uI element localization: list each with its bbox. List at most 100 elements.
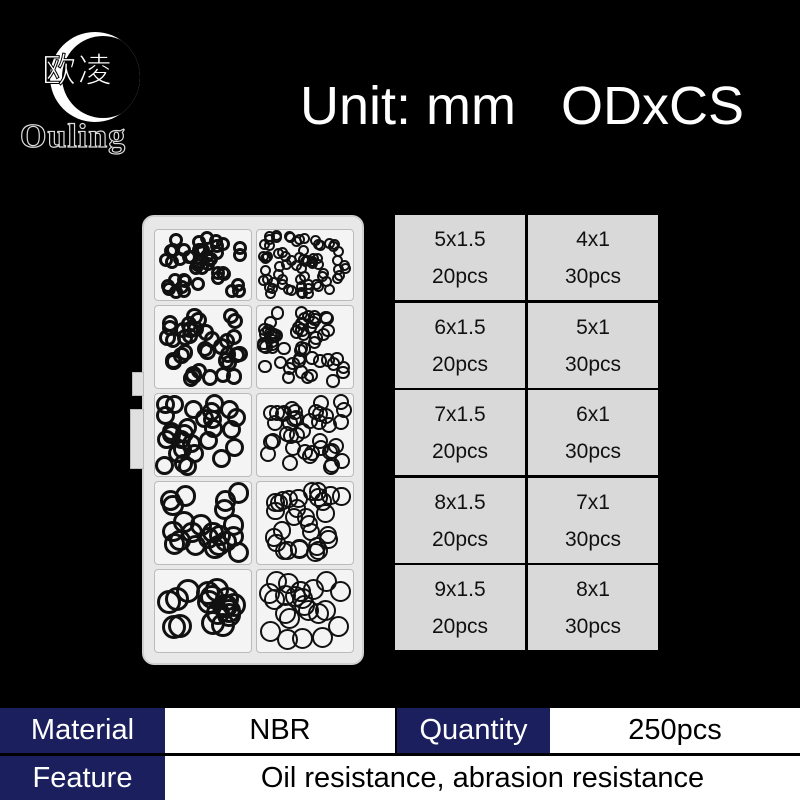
o-ring xyxy=(312,626,334,648)
compartment xyxy=(256,569,354,653)
o-ring xyxy=(320,276,332,288)
o-ring xyxy=(321,353,335,367)
o-ring xyxy=(224,437,244,457)
o-ring xyxy=(269,493,289,513)
o-ring xyxy=(316,504,335,523)
size-qty: 20pcs xyxy=(431,615,489,638)
o-ring xyxy=(204,252,219,267)
o-ring xyxy=(290,580,312,602)
o-ring xyxy=(330,580,352,602)
o-ring xyxy=(296,508,315,527)
size-value: 5x1.5 xyxy=(434,228,486,251)
o-ring xyxy=(289,427,306,444)
compartment xyxy=(154,305,252,389)
o-ring xyxy=(311,433,328,450)
o-ring xyxy=(165,352,182,369)
o-ring xyxy=(262,404,279,421)
o-ring xyxy=(190,514,212,536)
compartment xyxy=(256,393,354,477)
quantity-label: Quantity xyxy=(397,708,550,753)
o-ring xyxy=(162,615,187,640)
size-qty: 30pcs xyxy=(564,352,622,376)
o-ring xyxy=(333,263,344,275)
o-ring xyxy=(199,584,224,609)
logo-emblem xyxy=(50,32,140,122)
compartment xyxy=(256,229,354,301)
o-ring xyxy=(219,346,237,363)
o-ring xyxy=(162,494,184,517)
size-qty: 30pcs xyxy=(564,440,622,463)
o-ring xyxy=(326,374,340,388)
size-value: 7x1.5 xyxy=(434,403,486,426)
o-ring xyxy=(314,239,326,251)
size-value: 8x1.5 xyxy=(434,490,486,514)
o-ring xyxy=(258,359,272,374)
o-ring xyxy=(316,327,331,342)
o-ring xyxy=(292,354,306,368)
o-ring xyxy=(301,447,318,464)
o-ring xyxy=(158,253,173,268)
o-ring xyxy=(289,489,308,508)
o-ring xyxy=(307,603,329,625)
o-ring xyxy=(320,311,334,326)
size-cell: 5x1 30pcs xyxy=(528,302,658,388)
o-ring xyxy=(259,252,271,264)
o-ring xyxy=(328,616,350,638)
o-ring xyxy=(221,420,241,440)
o-ring xyxy=(161,281,176,296)
o-ring xyxy=(190,311,207,329)
o-ring xyxy=(155,455,175,475)
size-value: 9x1.5 xyxy=(434,578,486,601)
feature-label: Feature xyxy=(0,756,165,800)
o-ring xyxy=(282,283,294,295)
size-qty: 30pcs xyxy=(564,615,622,638)
o-ring xyxy=(321,486,340,505)
o-ring xyxy=(272,247,284,259)
o-ring xyxy=(324,456,341,473)
o-ring xyxy=(231,278,245,293)
o-ring xyxy=(174,321,192,339)
o-ring xyxy=(273,355,288,370)
o-ring xyxy=(285,231,297,243)
compartment xyxy=(154,569,252,653)
quantity-value: 250pcs xyxy=(550,708,800,753)
size-qty: 30pcs xyxy=(564,265,622,288)
o-ring xyxy=(307,403,324,420)
o-ring xyxy=(165,587,190,612)
o-ring xyxy=(270,306,285,320)
compartment xyxy=(154,229,252,301)
o-ring xyxy=(233,248,248,263)
o-ring xyxy=(190,276,205,291)
o-ring xyxy=(202,401,222,421)
o-ring xyxy=(277,341,291,356)
o-ring xyxy=(177,456,197,476)
o-ring xyxy=(211,271,226,286)
o-ring xyxy=(159,329,176,346)
o-ring xyxy=(294,306,309,320)
o-ring xyxy=(336,401,353,418)
size-value: 6x1.5 xyxy=(434,315,486,339)
logo-chars: 欧凌 xyxy=(42,51,114,92)
o-ring xyxy=(307,335,322,350)
material-label: Material xyxy=(0,708,165,753)
o-ring xyxy=(258,582,280,604)
size-cell: 6x1 30pcs xyxy=(528,390,658,475)
o-ring xyxy=(156,395,176,415)
size-value: 8x1 xyxy=(576,578,610,601)
o-ring xyxy=(215,530,237,553)
o-ring xyxy=(222,307,240,325)
size-cell: 6x1.5 20pcs xyxy=(395,302,525,388)
o-ring xyxy=(318,525,338,545)
size-value: 4x1 xyxy=(576,228,610,251)
o-ring xyxy=(259,340,273,354)
compartment xyxy=(154,481,252,565)
o-ring xyxy=(227,541,250,563)
logo-name: Ouling xyxy=(19,117,127,155)
o-ring xyxy=(157,429,177,449)
o-ring xyxy=(264,528,284,547)
o-ring xyxy=(203,331,220,348)
o-ring xyxy=(306,315,320,330)
size-value: 7x1 xyxy=(576,490,610,514)
o-ring xyxy=(284,400,301,417)
o-ring xyxy=(214,366,232,384)
